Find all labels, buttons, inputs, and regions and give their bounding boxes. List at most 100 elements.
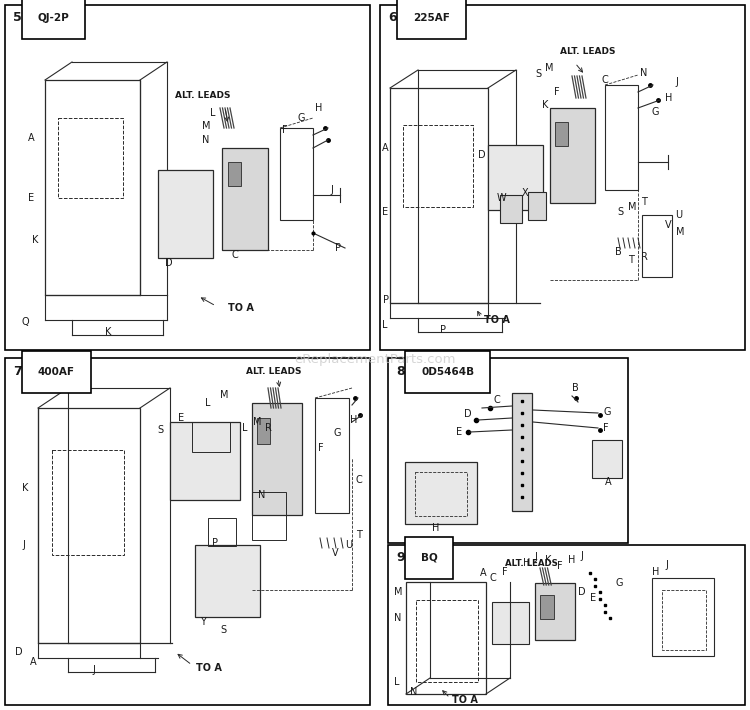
Text: J: J bbox=[330, 185, 333, 195]
Text: A: A bbox=[605, 477, 612, 487]
Text: E: E bbox=[178, 413, 184, 423]
Text: R: R bbox=[641, 252, 648, 262]
Text: U: U bbox=[345, 540, 352, 550]
Text: K: K bbox=[542, 100, 548, 110]
Text: K: K bbox=[545, 555, 551, 565]
Text: M: M bbox=[220, 390, 229, 400]
Text: F: F bbox=[282, 125, 288, 135]
Bar bbox=[280, 128, 313, 220]
Text: A: A bbox=[480, 568, 487, 578]
Text: J: J bbox=[675, 77, 678, 87]
Bar bbox=[540, 595, 554, 619]
Bar bbox=[390, 88, 488, 303]
Text: 6.): 6.) bbox=[388, 11, 407, 25]
Bar bbox=[662, 590, 706, 650]
Bar bbox=[228, 162, 241, 186]
Text: TO A: TO A bbox=[196, 663, 222, 673]
Bar bbox=[500, 195, 522, 223]
Text: F: F bbox=[502, 567, 508, 577]
Bar bbox=[5, 358, 370, 705]
Bar bbox=[38, 408, 140, 643]
Text: S: S bbox=[617, 207, 623, 217]
Text: P: P bbox=[383, 295, 389, 305]
Text: G: G bbox=[652, 107, 659, 117]
Bar bbox=[403, 125, 473, 207]
Text: L: L bbox=[210, 108, 215, 118]
Bar bbox=[415, 472, 467, 516]
Text: G: G bbox=[616, 578, 623, 588]
Text: C: C bbox=[602, 75, 609, 85]
Text: 8.): 8.) bbox=[396, 366, 416, 378]
Text: L: L bbox=[205, 398, 211, 408]
Bar bbox=[315, 398, 349, 513]
Text: QJ-2P: QJ-2P bbox=[38, 13, 70, 23]
Text: TO A: TO A bbox=[452, 695, 478, 705]
Text: J: J bbox=[92, 665, 94, 675]
Text: S: S bbox=[157, 425, 164, 435]
Text: H: H bbox=[568, 555, 575, 565]
Text: Q: Q bbox=[22, 317, 30, 327]
Text: ALT. LEADS: ALT. LEADS bbox=[175, 90, 230, 99]
Text: K: K bbox=[105, 327, 111, 337]
Text: N: N bbox=[258, 490, 266, 500]
Text: L: L bbox=[242, 423, 248, 433]
Text: A: A bbox=[30, 657, 37, 667]
Text: D: D bbox=[165, 258, 172, 268]
Bar bbox=[550, 108, 595, 203]
Bar bbox=[652, 578, 714, 656]
Bar bbox=[492, 602, 529, 644]
Text: W: W bbox=[497, 193, 507, 203]
Text: N: N bbox=[202, 135, 209, 145]
Text: A: A bbox=[382, 143, 388, 153]
Bar bbox=[195, 545, 260, 617]
Text: F: F bbox=[603, 423, 609, 433]
Text: H: H bbox=[432, 523, 439, 533]
Text: P: P bbox=[335, 243, 341, 253]
Text: G: G bbox=[298, 113, 305, 123]
Text: N: N bbox=[394, 613, 401, 623]
Text: S: S bbox=[220, 625, 226, 635]
Text: S: S bbox=[535, 69, 542, 79]
Text: P: P bbox=[440, 325, 446, 335]
Text: A: A bbox=[28, 133, 34, 143]
Text: ALT. LEADS: ALT. LEADS bbox=[505, 559, 558, 567]
Text: TO A: TO A bbox=[484, 315, 510, 325]
Text: E: E bbox=[28, 193, 34, 203]
Text: F: F bbox=[318, 443, 324, 453]
Text: H: H bbox=[315, 103, 322, 113]
Text: G: G bbox=[334, 428, 341, 438]
Text: D: D bbox=[478, 150, 486, 160]
Bar bbox=[5, 5, 370, 350]
Text: E: E bbox=[382, 207, 388, 217]
Bar bbox=[252, 403, 302, 515]
Bar bbox=[405, 462, 477, 524]
Text: eReplacementParts.com: eReplacementParts.com bbox=[294, 354, 456, 366]
Text: L: L bbox=[382, 320, 388, 330]
Text: C: C bbox=[232, 250, 238, 260]
Text: M: M bbox=[628, 202, 637, 212]
Text: E: E bbox=[456, 427, 462, 437]
Text: P: P bbox=[212, 538, 218, 548]
Bar bbox=[52, 450, 124, 555]
Text: N: N bbox=[410, 687, 417, 697]
Bar bbox=[208, 518, 236, 546]
Bar bbox=[406, 582, 486, 694]
Text: C: C bbox=[490, 573, 496, 583]
Bar bbox=[192, 422, 230, 452]
Text: 7.): 7.) bbox=[13, 366, 32, 378]
Text: 9.): 9.) bbox=[396, 552, 416, 564]
Text: C: C bbox=[493, 395, 500, 405]
Text: J: J bbox=[580, 551, 583, 561]
Text: M: M bbox=[545, 63, 554, 73]
Text: M: M bbox=[202, 121, 211, 131]
Text: ALT. LEADS: ALT. LEADS bbox=[246, 368, 302, 376]
Text: TO A: TO A bbox=[228, 303, 254, 313]
Text: J: J bbox=[665, 560, 668, 570]
Text: B: B bbox=[615, 247, 622, 257]
Text: J: J bbox=[534, 552, 537, 562]
Text: K: K bbox=[22, 483, 28, 493]
Text: 5.): 5.) bbox=[13, 11, 32, 25]
Text: E: E bbox=[590, 593, 596, 603]
Text: 225AF: 225AF bbox=[413, 13, 450, 23]
Bar bbox=[592, 440, 622, 478]
